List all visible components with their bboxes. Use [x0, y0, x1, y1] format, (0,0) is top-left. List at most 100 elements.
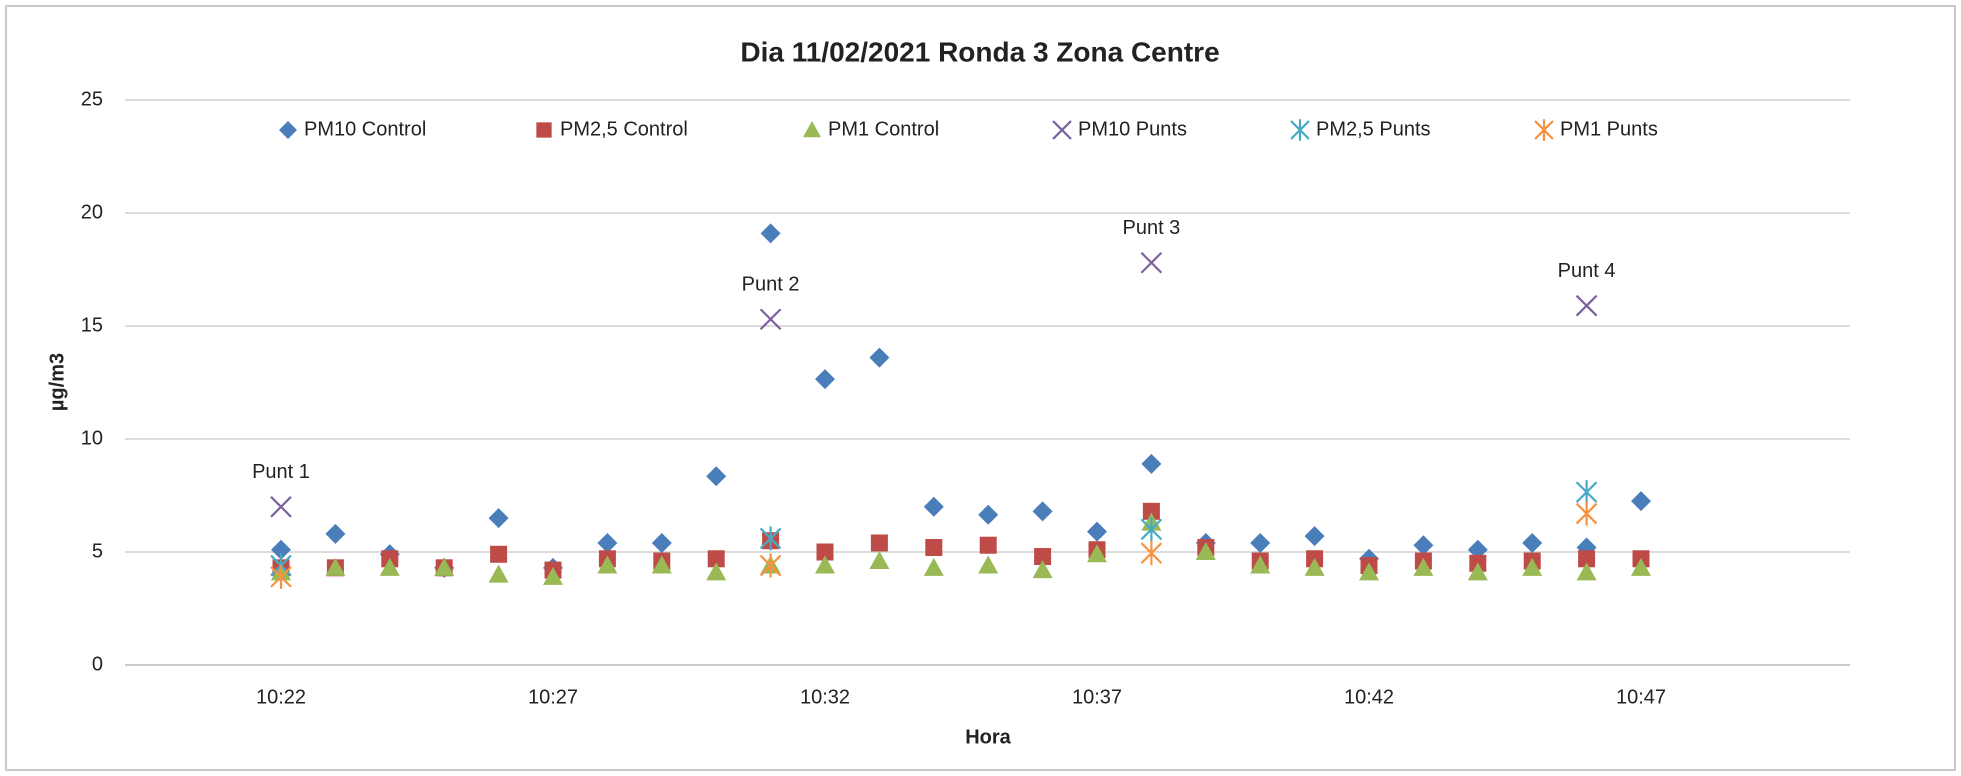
point: [1522, 532, 1543, 553]
point: [978, 555, 999, 574]
x-tick-label: 10:27: [528, 686, 578, 708]
square: [816, 543, 834, 561]
chart-frame: [5, 5, 1956, 771]
point: [1304, 557, 1325, 576]
triangle: [1032, 560, 1053, 579]
point: [1195, 542, 1216, 560]
legend-label: PM2,5 Control: [560, 118, 688, 140]
diamond: [1304, 526, 1325, 547]
square: [870, 534, 888, 552]
point: [1631, 491, 1651, 512]
asterisk: [1140, 541, 1163, 566]
triangle: [1631, 557, 1651, 576]
y-tick-label: 5: [92, 540, 103, 562]
legend-marker: [536, 122, 552, 138]
diamond: [760, 223, 781, 244]
square: [707, 550, 725, 568]
point: [1250, 555, 1271, 574]
point: [1140, 541, 1163, 566]
annotation: Punt 4: [1558, 260, 1616, 282]
triangle: [815, 555, 835, 574]
cross: [1575, 294, 1598, 317]
point: [1522, 557, 1543, 576]
square: [1142, 502, 1160, 520]
legend-marker: [279, 121, 297, 139]
diamond: [1250, 532, 1271, 553]
point: [488, 508, 509, 529]
triangle: [488, 564, 509, 583]
legend-marker: [1290, 119, 1310, 141]
triangle: [1576, 562, 1597, 581]
legend-label: PM2,5 Punts: [1316, 118, 1431, 140]
point: [651, 555, 672, 574]
asterisk: [1575, 480, 1598, 505]
point: [1575, 480, 1598, 505]
square: [490, 545, 508, 563]
asterisk: [1140, 517, 1163, 542]
cross: [270, 496, 292, 518]
point: [1250, 532, 1271, 553]
diamond: [1141, 453, 1162, 474]
square: [979, 536, 997, 554]
square: [1578, 550, 1596, 568]
point: [1359, 562, 1379, 581]
legend-label: PM1 Control: [828, 118, 939, 140]
point: [1087, 521, 1107, 542]
point: [597, 532, 618, 553]
point: [434, 557, 455, 576]
triangle: [597, 555, 618, 574]
annotation: Punt 2: [742, 274, 800, 296]
y-axis-title: µg/m3: [46, 353, 68, 411]
y-tick-label: 0: [92, 653, 103, 675]
triangle: [978, 555, 999, 574]
point: [760, 223, 781, 244]
triangle: [803, 121, 821, 138]
triangle: [379, 557, 400, 576]
point: [869, 551, 890, 570]
diamond: [815, 369, 835, 390]
diamond: [1413, 535, 1434, 556]
point: [815, 555, 835, 574]
triangle: [706, 562, 727, 581]
triangle: [923, 557, 944, 576]
triangle: [1087, 544, 1107, 563]
point: [1578, 550, 1596, 568]
point: [1304, 526, 1325, 547]
legend-label: PM1 Punts: [1560, 118, 1658, 140]
y-tick-label: 15: [81, 314, 103, 336]
cross: [759, 308, 782, 330]
point: [270, 496, 292, 518]
diamond: [1087, 521, 1107, 542]
legend-label: PM10 Control: [304, 118, 426, 140]
point: [707, 550, 725, 568]
triangle: [1250, 555, 1271, 574]
point: [1467, 562, 1488, 581]
diamond: [1631, 491, 1651, 512]
point: [1087, 544, 1107, 563]
diamond: [488, 508, 509, 529]
diamond: [325, 523, 346, 544]
point: [1034, 548, 1052, 566]
triangle: [1195, 542, 1216, 560]
diamond: [1467, 539, 1488, 560]
triangle: [1304, 557, 1325, 576]
point: [1140, 251, 1163, 274]
triangle: [869, 551, 890, 570]
point: [490, 545, 508, 563]
point: [759, 308, 782, 330]
y-tick-label: 20: [81, 201, 103, 223]
annotation: Punt 1: [252, 461, 310, 483]
point: [543, 566, 563, 585]
point: [1576, 562, 1597, 581]
point: [816, 543, 834, 561]
diamond: [978, 504, 999, 525]
point: [706, 466, 727, 487]
square: [1034, 548, 1052, 566]
asterisk: [1290, 119, 1310, 141]
point: [597, 555, 618, 574]
diamond: [651, 532, 672, 553]
triangle: [1522, 557, 1543, 576]
point: [1142, 502, 1160, 520]
y-tick-label: 25: [81, 88, 103, 110]
